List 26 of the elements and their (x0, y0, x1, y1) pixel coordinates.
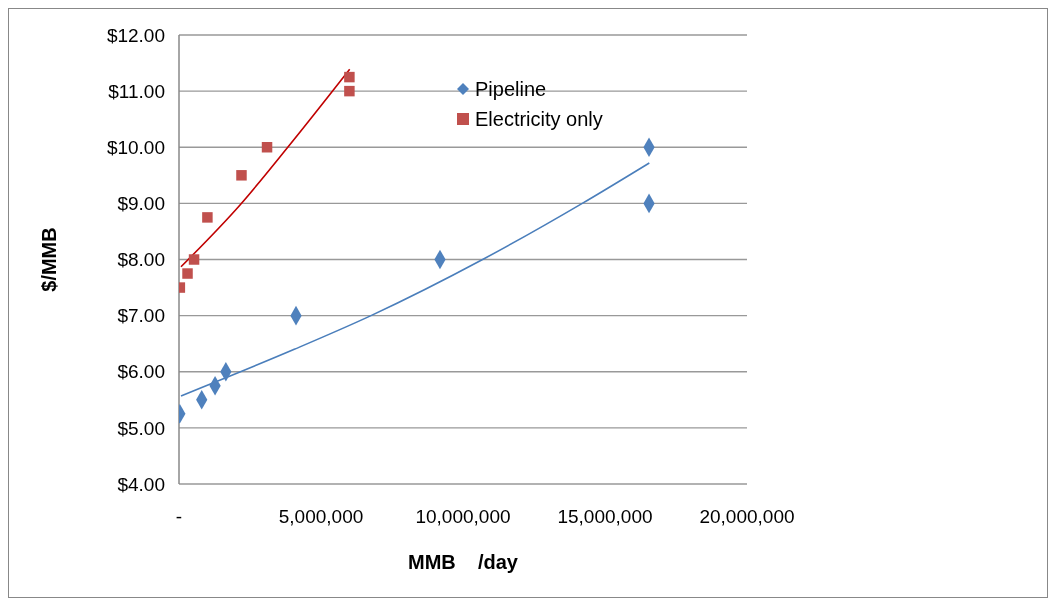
y-tick-label: $9.00 (117, 193, 165, 215)
y-tick-label: $4.00 (117, 473, 165, 495)
x-tick-label: 5,000,000 (278, 506, 364, 528)
y-tick-label: $6.00 (117, 361, 165, 383)
legend-label: Pipeline (475, 77, 547, 102)
y-tick-label: $12.00 (106, 24, 165, 46)
x-tick-label: 15,000,000 (557, 506, 653, 528)
y-tick-label: $7.00 (117, 305, 165, 327)
point (182, 268, 193, 279)
line-series (180, 162, 651, 397)
x-tick-label: - (175, 506, 183, 528)
y-tick-label: $8.00 (117, 249, 165, 271)
point (236, 170, 247, 181)
point (344, 85, 355, 97)
y-tick-label: $11.00 (108, 80, 165, 102)
x-axis-title: MMB /day (407, 551, 519, 573)
point (202, 212, 213, 223)
y-tick-label: $5.00 (117, 417, 165, 439)
point (188, 254, 200, 265)
y-tick-label: $10.00 (106, 136, 165, 158)
x-tick-label: 20,000,000 (699, 506, 795, 528)
point (261, 142, 273, 153)
legend-label: Electricity only (475, 107, 603, 132)
y-axis-title: $/MMB (38, 227, 61, 292)
x-tick-label: 10,000,000 (415, 506, 511, 528)
point (344, 71, 355, 83)
